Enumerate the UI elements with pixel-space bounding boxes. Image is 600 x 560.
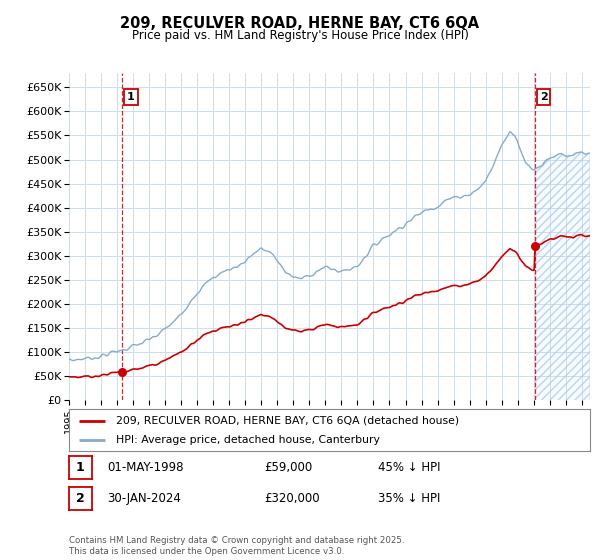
Text: £320,000: £320,000	[264, 492, 320, 505]
Text: 01-MAY-1998: 01-MAY-1998	[107, 461, 184, 474]
Text: 2: 2	[540, 92, 548, 102]
Text: 209, RECULVER ROAD, HERNE BAY, CT6 6QA (detached house): 209, RECULVER ROAD, HERNE BAY, CT6 6QA (…	[116, 416, 459, 426]
Text: 45% ↓ HPI: 45% ↓ HPI	[378, 461, 440, 474]
Text: HPI: Average price, detached house, Canterbury: HPI: Average price, detached house, Cant…	[116, 435, 380, 445]
Text: 35% ↓ HPI: 35% ↓ HPI	[378, 492, 440, 505]
Text: £59,000: £59,000	[264, 461, 312, 474]
Text: Price paid vs. HM Land Registry's House Price Index (HPI): Price paid vs. HM Land Registry's House …	[131, 29, 469, 42]
Text: 2: 2	[76, 492, 85, 505]
Text: Contains HM Land Registry data © Crown copyright and database right 2025.
This d: Contains HM Land Registry data © Crown c…	[69, 536, 404, 556]
Text: 1: 1	[127, 92, 135, 102]
Text: 30-JAN-2024: 30-JAN-2024	[107, 492, 181, 505]
Text: 1: 1	[76, 461, 85, 474]
Text: 209, RECULVER ROAD, HERNE BAY, CT6 6QA: 209, RECULVER ROAD, HERNE BAY, CT6 6QA	[121, 16, 479, 31]
